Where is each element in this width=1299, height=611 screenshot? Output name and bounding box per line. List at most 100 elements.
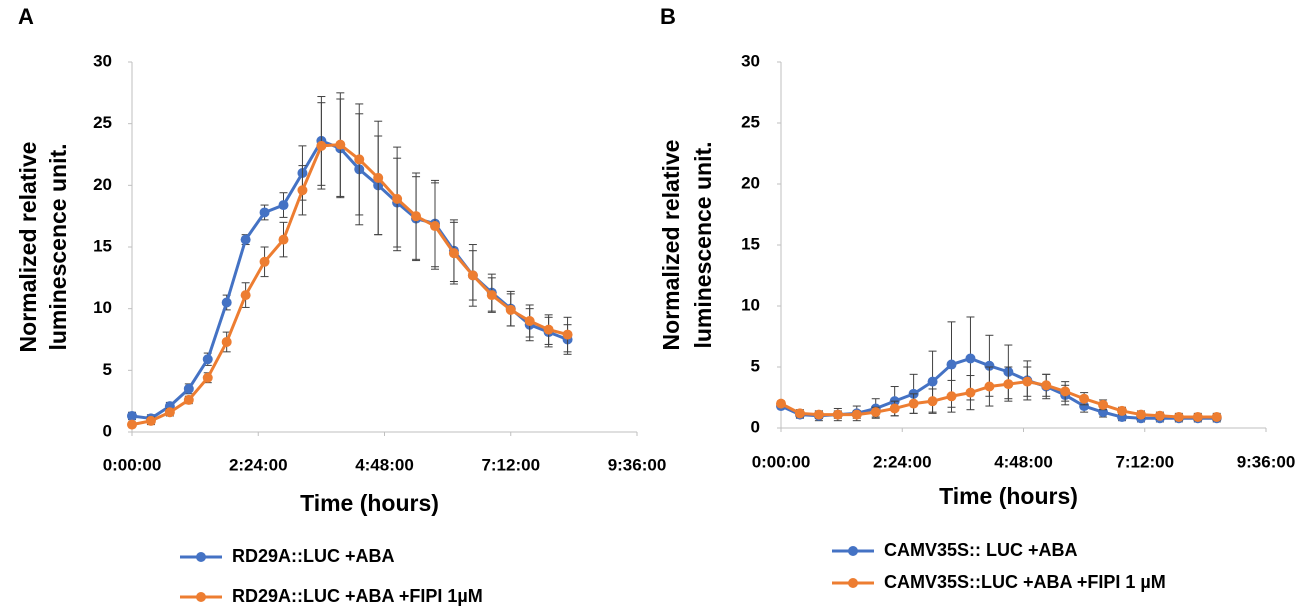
data-point <box>889 403 900 414</box>
data-point <box>1079 401 1090 412</box>
panel-label: B <box>660 4 676 29</box>
data-point <box>278 234 289 245</box>
data-point <box>1117 405 1128 416</box>
data-point <box>851 409 862 420</box>
data-point <box>259 256 270 267</box>
data-point <box>1022 376 1033 387</box>
y-axis-title: luminescence unit. <box>45 143 71 350</box>
x-axis-title: Time (hours) <box>939 483 1078 509</box>
data-point <box>278 200 289 211</box>
data-point <box>543 324 554 335</box>
data-point <box>984 381 995 392</box>
legend-label: RD29A::LUC +ABA <box>232 546 395 566</box>
data-point <box>221 336 232 347</box>
x-tick-label: 0:00:00 <box>103 455 162 474</box>
y-tick-label: 0 <box>103 421 112 440</box>
legend-marker <box>196 592 206 602</box>
data-point <box>794 408 805 419</box>
data-point <box>1079 393 1090 404</box>
x-tick-label: 9:36:00 <box>608 455 667 474</box>
data-point <box>335 139 346 150</box>
data-point <box>1135 409 1146 420</box>
y-axis-title: Normalized relative <box>658 140 684 351</box>
data-point <box>127 410 137 421</box>
legend-label: CAMV35S::LUC +ABA +FIPI 1 µM <box>884 572 1166 592</box>
data-point <box>467 270 478 281</box>
data-point <box>946 391 957 402</box>
data-point <box>411 211 422 222</box>
data-point <box>240 290 251 301</box>
data-point <box>562 329 573 340</box>
y-tick-label: 25 <box>93 113 112 132</box>
data-point <box>183 394 194 405</box>
data-point <box>373 172 384 183</box>
y-tick-label: 5 <box>103 360 112 379</box>
data-point <box>221 297 232 308</box>
data-point <box>448 248 459 259</box>
data-point <box>1192 412 1203 423</box>
y-tick-label: 20 <box>93 175 112 194</box>
data-point <box>776 398 786 409</box>
y-tick-label: 15 <box>93 236 112 255</box>
data-point <box>164 407 175 418</box>
data-point <box>259 207 270 218</box>
legend-label: CAMV35S:: LUC +ABA <box>884 540 1078 560</box>
data-point <box>1154 410 1165 421</box>
legend-marker <box>848 578 858 588</box>
data-point <box>202 354 213 365</box>
legend-marker <box>196 552 206 562</box>
data-point <box>927 396 938 407</box>
data-point <box>430 221 440 232</box>
data-point <box>354 154 365 165</box>
x-tick-label: 0:00:00 <box>752 452 811 471</box>
data-point <box>1098 399 1109 410</box>
data-point <box>316 140 327 151</box>
data-point <box>486 290 497 301</box>
data-point <box>183 383 194 394</box>
data-point <box>984 360 995 371</box>
legend-label: RD29A::LUC +ABA +FIPI 1µM <box>232 586 483 606</box>
panel-label: A <box>18 4 34 29</box>
series-line <box>131 139 569 420</box>
data-point <box>524 316 535 326</box>
y-tick-label: 15 <box>741 234 760 253</box>
x-tick-label: 2:24:00 <box>873 452 932 471</box>
data-point <box>1173 412 1184 423</box>
y-tick-label: 20 <box>741 173 760 192</box>
x-tick-label: 7:12:00 <box>1115 452 1174 471</box>
data-point <box>505 304 516 315</box>
x-tick-label: 7:12:00 <box>481 455 540 474</box>
data-point <box>1211 412 1222 423</box>
data-point <box>870 407 881 418</box>
y-axis-title: luminescence unit. <box>690 141 716 348</box>
data-point <box>965 353 976 364</box>
legend-marker <box>848 546 858 556</box>
data-point <box>965 387 976 398</box>
data-point <box>145 415 156 426</box>
y-tick-label: 0 <box>751 417 760 436</box>
data-point <box>927 376 938 387</box>
y-tick-label: 30 <box>741 51 760 70</box>
x-tick-label: 4:48:00 <box>994 452 1053 471</box>
x-tick-label: 9:36:00 <box>1237 452 1296 471</box>
x-axis-title: Time (hours) <box>300 490 439 516</box>
data-point <box>908 398 919 409</box>
y-tick-label: 5 <box>751 356 760 375</box>
data-point <box>1060 386 1071 397</box>
y-tick-label: 10 <box>93 298 112 317</box>
series-line <box>780 380 1217 419</box>
data-point <box>813 409 824 420</box>
y-tick-label: 10 <box>741 295 760 314</box>
data-point <box>946 359 957 370</box>
data-point <box>127 419 137 430</box>
data-point <box>202 372 213 383</box>
y-tick-label: 25 <box>741 112 760 131</box>
data-point <box>392 193 403 204</box>
data-point <box>240 234 251 245</box>
data-point <box>1003 379 1014 390</box>
y-tick-label: 30 <box>93 51 112 70</box>
series-line <box>780 356 1217 420</box>
data-point <box>297 185 308 196</box>
x-tick-label: 4:48:00 <box>355 455 414 474</box>
